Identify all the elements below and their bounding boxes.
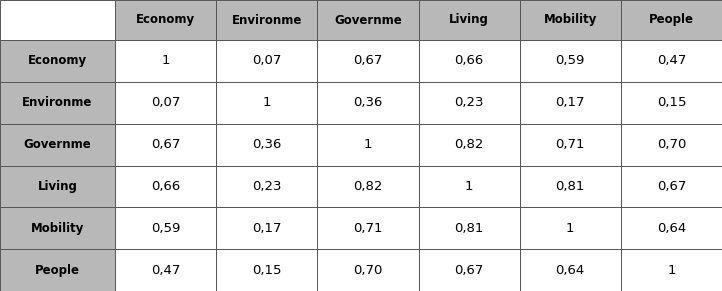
Text: 0,67: 0,67 xyxy=(151,138,180,151)
Bar xyxy=(318,207,419,249)
Text: 0,17: 0,17 xyxy=(252,222,282,235)
Text: 0,07: 0,07 xyxy=(151,96,180,109)
Bar xyxy=(419,207,520,249)
Text: 1: 1 xyxy=(465,180,474,193)
Bar xyxy=(621,40,722,82)
Bar xyxy=(115,82,216,124)
Text: 0,67: 0,67 xyxy=(454,264,484,276)
Bar xyxy=(115,249,216,291)
Bar xyxy=(115,0,216,40)
Bar xyxy=(520,124,621,166)
Bar xyxy=(520,82,621,124)
Bar xyxy=(115,40,216,82)
Bar xyxy=(419,166,520,207)
Text: 1: 1 xyxy=(667,264,676,276)
Bar xyxy=(621,207,722,249)
Text: Economy: Economy xyxy=(28,54,87,68)
Bar xyxy=(318,0,419,40)
Bar xyxy=(115,166,216,207)
Bar xyxy=(216,249,318,291)
Bar xyxy=(419,124,520,166)
Text: 0,59: 0,59 xyxy=(151,222,180,235)
Text: 1: 1 xyxy=(566,222,575,235)
Bar xyxy=(216,82,318,124)
Text: 0,82: 0,82 xyxy=(353,180,383,193)
Bar xyxy=(115,124,216,166)
Text: 1: 1 xyxy=(161,54,170,68)
Text: 0,71: 0,71 xyxy=(353,222,383,235)
Text: People: People xyxy=(35,264,80,276)
Bar xyxy=(0,249,115,291)
Text: 0,23: 0,23 xyxy=(454,96,484,109)
Bar xyxy=(419,249,520,291)
Bar xyxy=(419,0,520,40)
Bar xyxy=(216,124,318,166)
Text: 0,47: 0,47 xyxy=(151,264,180,276)
Bar xyxy=(419,82,520,124)
Bar xyxy=(216,0,318,40)
Text: 0,36: 0,36 xyxy=(252,138,282,151)
Text: 1: 1 xyxy=(263,96,271,109)
Text: 0,07: 0,07 xyxy=(252,54,282,68)
Bar xyxy=(621,124,722,166)
Bar xyxy=(419,40,520,82)
Text: 0,36: 0,36 xyxy=(353,96,383,109)
Text: 0,67: 0,67 xyxy=(353,54,383,68)
Bar xyxy=(621,82,722,124)
Text: 0,81: 0,81 xyxy=(555,180,585,193)
Text: Governme: Governme xyxy=(334,13,401,26)
Text: 0,64: 0,64 xyxy=(657,222,686,235)
Bar xyxy=(520,40,621,82)
Text: 0,66: 0,66 xyxy=(454,54,484,68)
Text: 0,70: 0,70 xyxy=(657,138,686,151)
Text: Living: Living xyxy=(38,180,77,193)
Text: Living: Living xyxy=(449,13,489,26)
Bar xyxy=(216,207,318,249)
Bar xyxy=(318,82,419,124)
Text: 0,82: 0,82 xyxy=(454,138,484,151)
Text: 0,71: 0,71 xyxy=(555,138,585,151)
Bar xyxy=(0,166,115,207)
Bar xyxy=(115,207,216,249)
Bar xyxy=(0,207,115,249)
Text: Mobility: Mobility xyxy=(544,13,597,26)
Bar xyxy=(621,166,722,207)
Text: Environme: Environme xyxy=(232,13,302,26)
Text: 0,81: 0,81 xyxy=(454,222,484,235)
Bar xyxy=(621,249,722,291)
Bar xyxy=(216,166,318,207)
Text: 0,15: 0,15 xyxy=(657,96,686,109)
Text: Mobility: Mobility xyxy=(31,222,84,235)
Bar xyxy=(520,0,621,40)
Bar xyxy=(520,249,621,291)
Bar xyxy=(318,166,419,207)
Text: 1: 1 xyxy=(364,138,372,151)
Text: 0,66: 0,66 xyxy=(151,180,180,193)
Bar xyxy=(216,40,318,82)
Text: 0,15: 0,15 xyxy=(252,264,282,276)
Bar xyxy=(0,124,115,166)
Bar xyxy=(520,207,621,249)
Text: Environme: Environme xyxy=(22,96,92,109)
Text: 0,17: 0,17 xyxy=(555,96,585,109)
Text: 0,67: 0,67 xyxy=(657,180,686,193)
Text: Economy: Economy xyxy=(136,13,195,26)
Text: 0,70: 0,70 xyxy=(353,264,383,276)
Bar xyxy=(0,82,115,124)
Text: 0,64: 0,64 xyxy=(556,264,585,276)
Bar xyxy=(0,40,115,82)
Text: 0,23: 0,23 xyxy=(252,180,282,193)
Text: People: People xyxy=(649,13,694,26)
Bar xyxy=(621,0,722,40)
Text: Governme: Governme xyxy=(24,138,92,151)
Bar xyxy=(0,0,115,40)
Bar xyxy=(318,124,419,166)
Bar xyxy=(520,166,621,207)
Bar xyxy=(318,40,419,82)
Bar xyxy=(318,249,419,291)
Text: 0,47: 0,47 xyxy=(657,54,686,68)
Text: 0,59: 0,59 xyxy=(555,54,585,68)
